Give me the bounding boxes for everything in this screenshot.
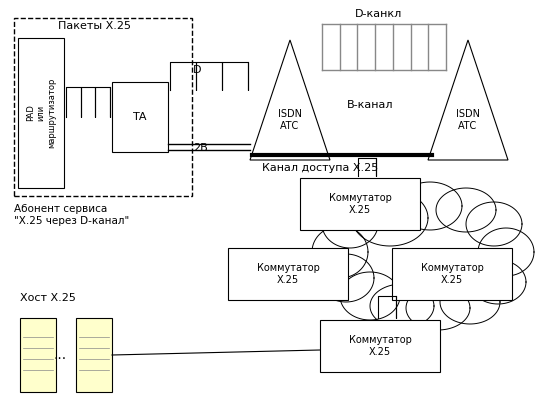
Text: Канал доступа Х.25: Канал доступа Х.25 [262, 163, 378, 173]
Polygon shape [428, 40, 508, 160]
Bar [112, 82, 168, 152]
Text: ...: ... [54, 348, 66, 362]
Text: Коммутатор
Х.25: Коммутатор Х.25 [329, 193, 391, 215]
Polygon shape [318, 254, 374, 302]
Bar [14, 18, 192, 196]
Bar [20, 318, 56, 392]
Bar [320, 320, 440, 372]
Text: Абонент сервиса
"Х.25 через D-канал": Абонент сервиса "Х.25 через D-канал" [14, 204, 129, 226]
Text: Коммутатор
Х.25: Коммутатор Х.25 [349, 335, 412, 357]
Bar [300, 178, 420, 230]
Text: Хост Х.25: Хост Х.25 [20, 293, 76, 303]
Text: ISDN
АТС: ISDN АТС [278, 109, 302, 131]
Polygon shape [398, 182, 462, 230]
Polygon shape [352, 190, 428, 246]
Bar [392, 248, 512, 300]
Polygon shape [250, 40, 330, 160]
Text: Пакеты Х.25: Пакеты Х.25 [59, 21, 132, 31]
Text: ISDN
АТС: ISDN АТС [456, 109, 480, 131]
Bar [228, 248, 348, 300]
Bar [18, 38, 64, 188]
Text: D-канкл: D-канкл [355, 9, 403, 19]
Polygon shape [440, 280, 500, 324]
Bar [76, 318, 112, 392]
Text: TA: TA [133, 112, 147, 122]
Polygon shape [370, 284, 434, 328]
Text: B-канал: B-канал [347, 100, 393, 110]
Text: Коммутатор
Х.25: Коммутатор Х.25 [256, 263, 319, 285]
Text: Коммутатор
Х.25: Коммутатор Х.25 [420, 263, 483, 285]
Text: D: D [193, 65, 202, 75]
Polygon shape [322, 200, 378, 248]
Polygon shape [478, 228, 534, 276]
Polygon shape [436, 188, 496, 232]
Polygon shape [406, 286, 470, 330]
Text: PAD
или
маршрутизатор: PAD или маршрутизатор [26, 78, 56, 148]
Polygon shape [312, 226, 368, 278]
Polygon shape [340, 272, 400, 320]
Polygon shape [470, 260, 526, 304]
Text: 2B: 2B [193, 143, 208, 153]
Polygon shape [466, 202, 522, 246]
